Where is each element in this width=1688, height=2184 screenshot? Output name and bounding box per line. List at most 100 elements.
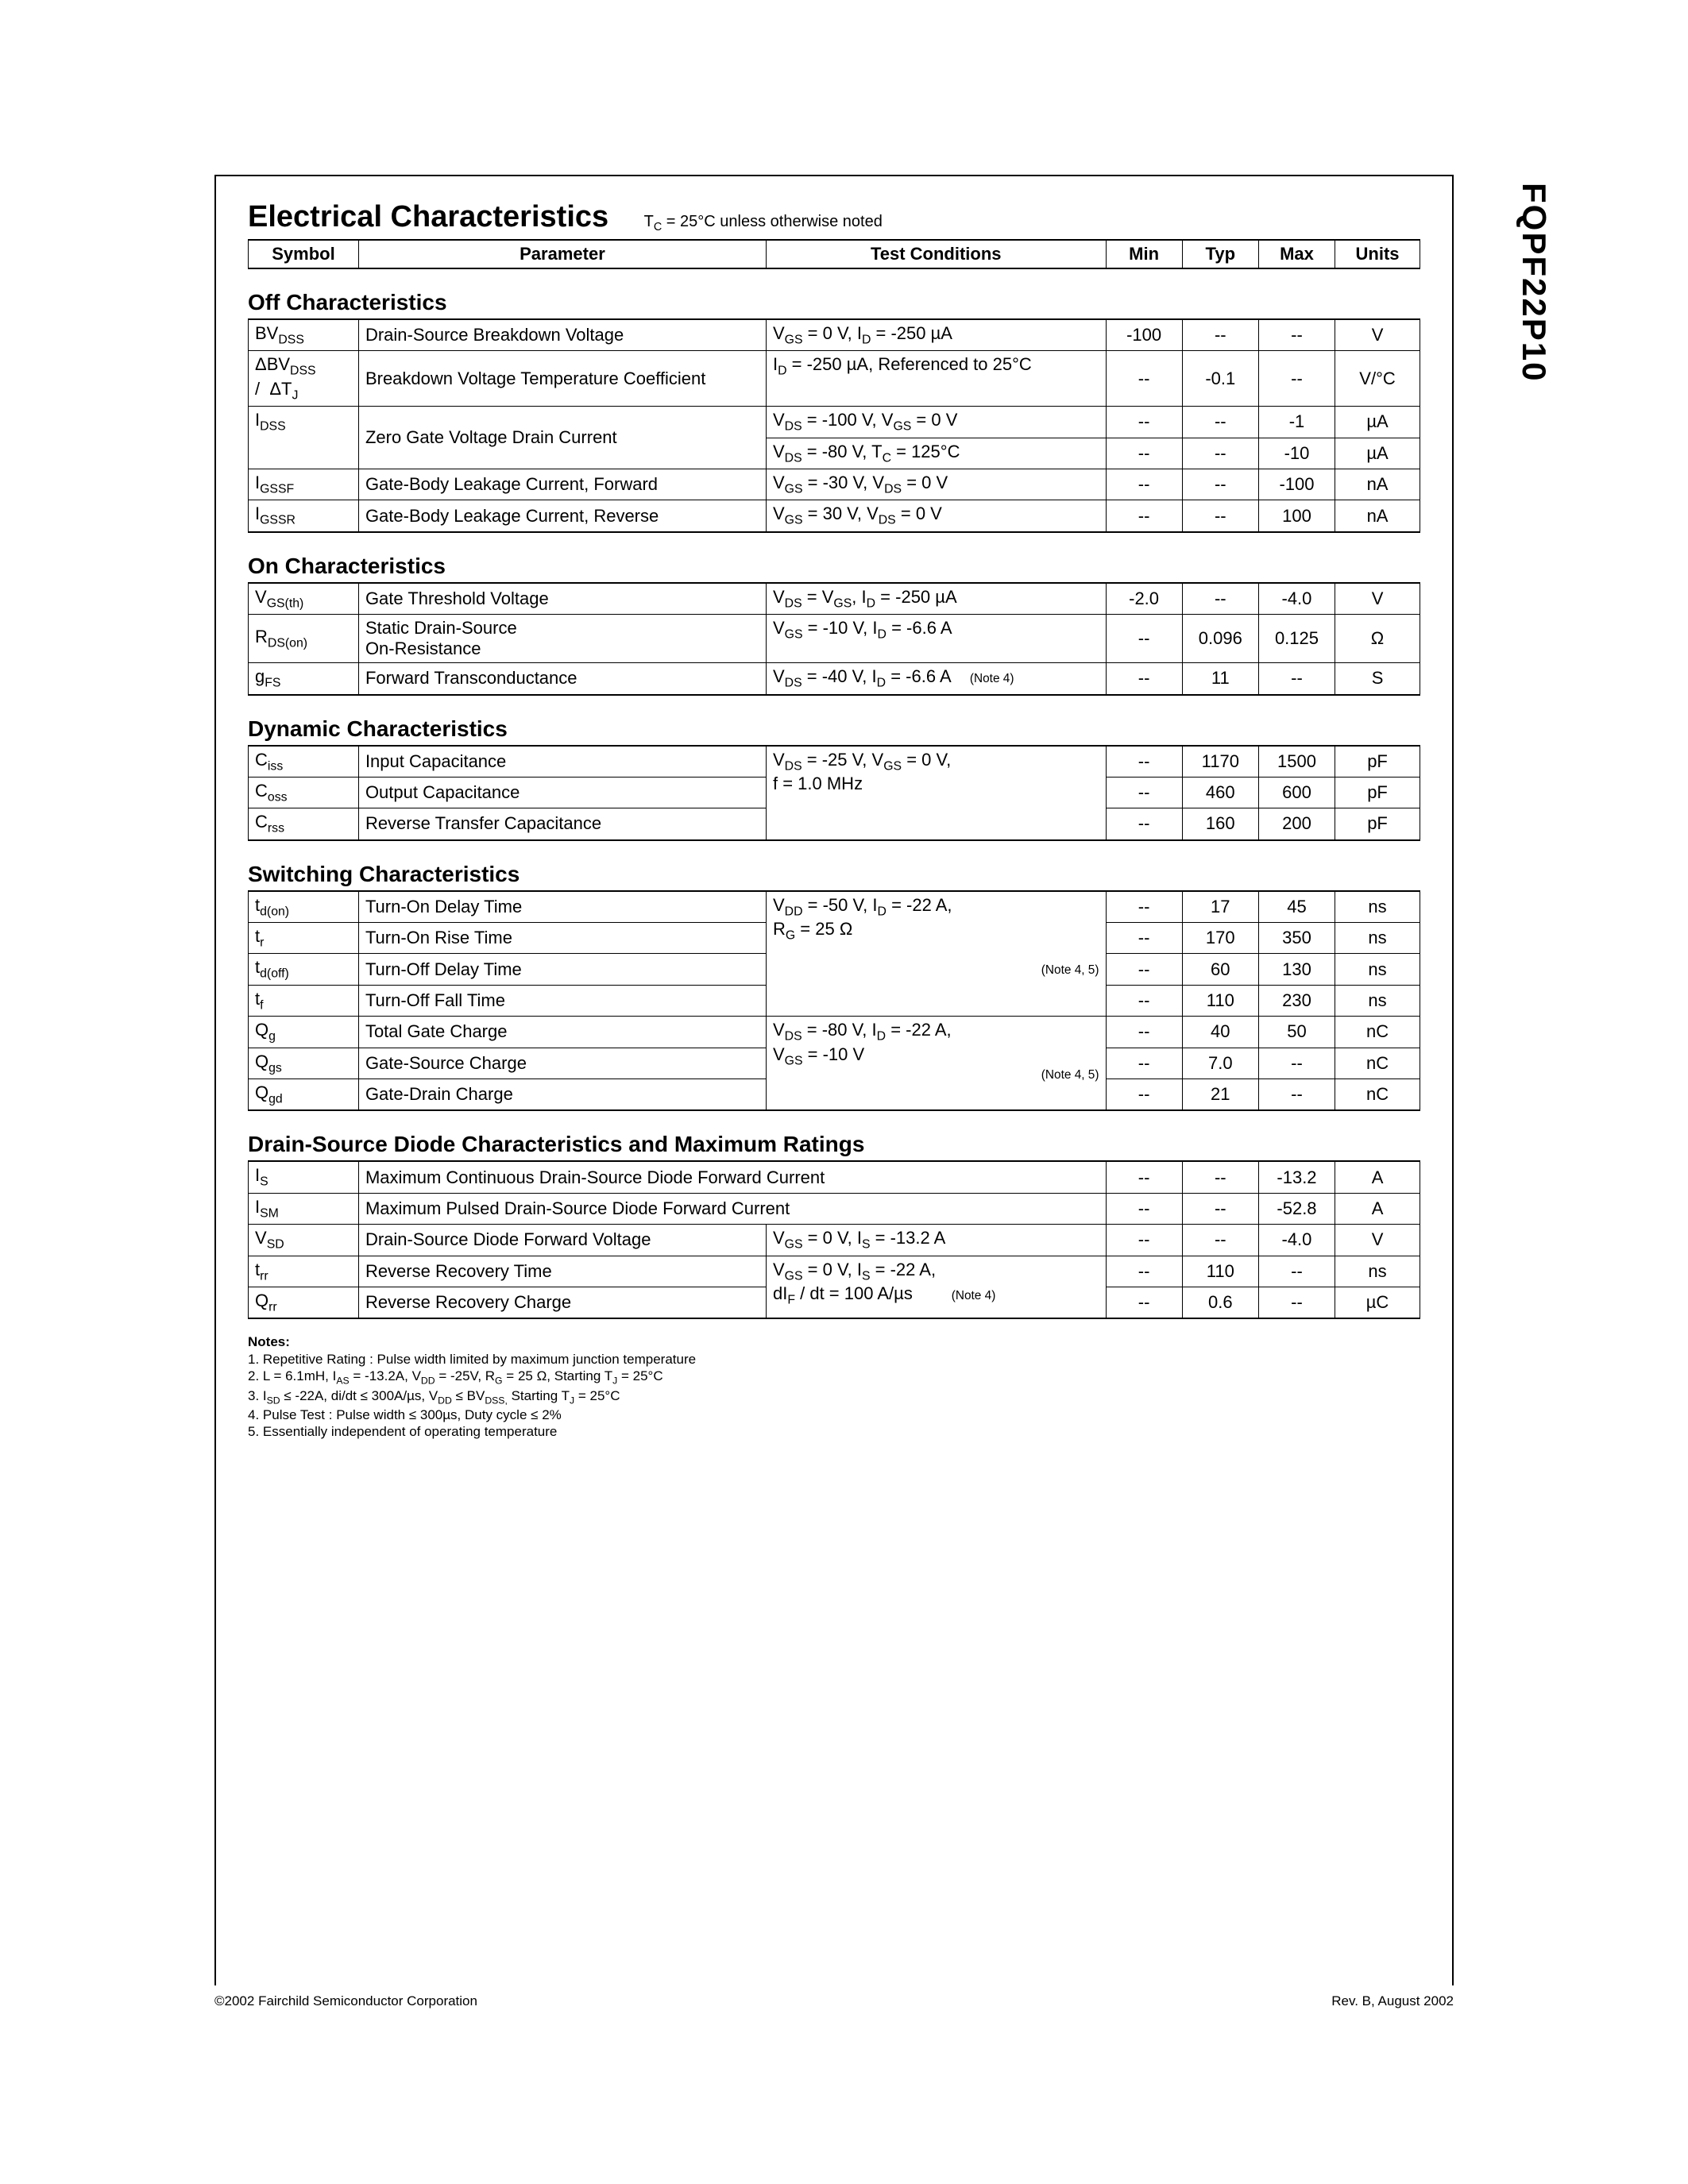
cell-max: -- [1258, 1048, 1335, 1078]
cell-units: pF [1335, 808, 1420, 840]
cell-parameter: Turn-Off Fall Time [358, 985, 766, 1016]
cell-symbol: Crss [249, 808, 359, 840]
cell-parameter: Turn-On Rise Time [358, 923, 766, 954]
footer-left: ©2002 Fairchild Semiconductor Corporatio… [214, 1993, 477, 2009]
cell-units: ns [1335, 923, 1420, 954]
page-frame: Electrical Characteristics TC = 25°C unl… [214, 175, 1454, 1985]
cell-symbol: RDS(on) [249, 615, 359, 663]
th-typ: Typ [1182, 240, 1258, 268]
cell-max: 100 [1258, 500, 1335, 532]
cell-symbol: ΔBVDSS/ ΔTJ [249, 351, 359, 407]
cell-max: 230 [1258, 985, 1335, 1016]
part-number-sidebar: FQPF22P10 [1515, 183, 1553, 382]
cell-parameter: Gate-Source Charge [358, 1048, 766, 1078]
table-row: td(on)Turn-On Delay TimeVDD = -50 V, ID … [249, 891, 1420, 923]
cell-parameter: Reverse Recovery Time [358, 1256, 766, 1287]
footer-right: Rev. B, August 2002 [1331, 1993, 1454, 2009]
note-line: 1. Repetitive Rating : Pulse width limit… [248, 1351, 1420, 1368]
table-row: ISMMaximum Pulsed Drain-Source Diode For… [249, 1193, 1420, 1224]
table-row: gFSForward TransconductanceVDS = -40 V, … [249, 663, 1420, 695]
table-row: QgTotal Gate ChargeVDS = -80 V, ID = -22… [249, 1017, 1420, 1048]
cell-parameter: Gate Threshold Voltage [358, 583, 766, 615]
th-min: Min [1106, 240, 1182, 268]
cell-units: µA [1335, 438, 1420, 469]
cell-units: µC [1335, 1287, 1420, 1318]
cell-parameter: Maximum Continuous Drain-Source Diode Fo… [358, 1161, 1106, 1193]
cell-conditions: VDS = -80 V, TC = 125°C [766, 438, 1106, 469]
cell-units: V [1335, 1225, 1420, 1256]
cell-parameter: Reverse Recovery Charge [358, 1287, 766, 1318]
cell-units: µA [1335, 407, 1420, 438]
cell-typ: -- [1182, 1225, 1258, 1256]
section-title: Off Characteristics [248, 290, 1420, 315]
note-line: 3. ISD ≤ -22A, di/dt ≤ 300A/µs, VDD ≤ BV… [248, 1387, 1420, 1407]
cell-typ: 17 [1182, 891, 1258, 923]
cell-typ: 160 [1182, 808, 1258, 840]
cell-typ: -- [1182, 1161, 1258, 1193]
cell-symbol: tf [249, 985, 359, 1016]
cell-min: -- [1106, 500, 1182, 532]
cell-max: 130 [1258, 954, 1335, 985]
cell-units: nA [1335, 500, 1420, 532]
cell-max: 50 [1258, 1017, 1335, 1048]
notes-block: Notes: 1. Repetitive Rating : Pulse widt… [248, 1333, 1420, 1440]
cell-conditions: VDS = VGS, ID = -250 µA [766, 583, 1106, 615]
cell-typ: -- [1182, 500, 1258, 532]
section-table: td(on)Turn-On Delay TimeVDD = -50 V, ID … [248, 890, 1420, 1112]
cell-units: V/°C [1335, 351, 1420, 407]
cell-min: -- [1106, 985, 1182, 1016]
table-row: VSDDrain-Source Diode Forward VoltageVGS… [249, 1225, 1420, 1256]
cell-min: -- [1106, 407, 1182, 438]
cell-symbol: trr [249, 1256, 359, 1287]
cell-typ: -- [1182, 1193, 1258, 1224]
cell-symbol: IDSS [249, 407, 359, 469]
cell-symbol: Ciss [249, 746, 359, 778]
cell-min: -- [1106, 1193, 1182, 1224]
cell-min: -- [1106, 746, 1182, 778]
section-table: VGS(th)Gate Threshold VoltageVDS = VGS, … [248, 582, 1420, 696]
th-conditions: Test Conditions [766, 240, 1106, 268]
cell-units: pF [1335, 777, 1420, 808]
header-table: Symbol Parameter Test Conditions Min Typ… [248, 239, 1420, 269]
table-row: IGSSRGate-Body Leakage Current, ReverseV… [249, 500, 1420, 532]
cell-min: -- [1106, 1161, 1182, 1193]
cell-typ: 110 [1182, 1256, 1258, 1287]
cell-symbol: gFS [249, 663, 359, 695]
cell-min: -100 [1106, 319, 1182, 351]
cell-min: -- [1106, 777, 1182, 808]
table-row: ISMaximum Continuous Drain-Source Diode … [249, 1161, 1420, 1193]
cell-units: A [1335, 1193, 1420, 1224]
cell-parameter: Input Capacitance [358, 746, 766, 778]
cell-typ: -- [1182, 407, 1258, 438]
table-row: IDSSZero Gate Voltage Drain CurrentVDS =… [249, 407, 1420, 438]
cell-units: ns [1335, 954, 1420, 985]
cell-typ: -- [1182, 583, 1258, 615]
table-row: trrReverse Recovery TimeVGS = 0 V, IS = … [249, 1256, 1420, 1287]
cell-conditions: ID = -250 µA, Referenced to 25°C [766, 351, 1106, 407]
th-symbol: Symbol [249, 240, 359, 268]
cell-parameter: Reverse Transfer Capacitance [358, 808, 766, 840]
cell-parameter: Gate-Drain Charge [358, 1079, 766, 1111]
cell-max: -52.8 [1258, 1193, 1335, 1224]
cell-conditions: VGS = -30 V, VDS = 0 V [766, 469, 1106, 500]
cell-symbol: VSD [249, 1225, 359, 1256]
cell-parameter: Turn-On Delay Time [358, 891, 766, 923]
cell-max: -- [1258, 663, 1335, 695]
cell-parameter: Output Capacitance [358, 777, 766, 808]
notes-lines: 1. Repetitive Rating : Pulse width limit… [248, 1351, 1420, 1441]
title-row: Electrical Characteristics TC = 25°C unl… [248, 200, 1420, 234]
cell-symbol: Qgs [249, 1048, 359, 1078]
cell-parameter: Gate-Body Leakage Current, Forward [358, 469, 766, 500]
cell-symbol: Coss [249, 777, 359, 808]
cell-typ: 11 [1182, 663, 1258, 695]
cell-max: -100 [1258, 469, 1335, 500]
cell-min: -- [1106, 954, 1182, 985]
cell-conditions: VDS = -25 V, VGS = 0 V,f = 1.0 MHz [766, 746, 1106, 840]
cell-min: -- [1106, 808, 1182, 840]
cell-parameter: Static Drain-SourceOn-Resistance [358, 615, 766, 663]
table-row: BVDSSDrain-Source Breakdown VoltageVGS =… [249, 319, 1420, 351]
cell-parameter: Zero Gate Voltage Drain Current [358, 407, 766, 469]
cell-symbol: td(on) [249, 891, 359, 923]
cell-typ: 460 [1182, 777, 1258, 808]
cell-units: nA [1335, 469, 1420, 500]
